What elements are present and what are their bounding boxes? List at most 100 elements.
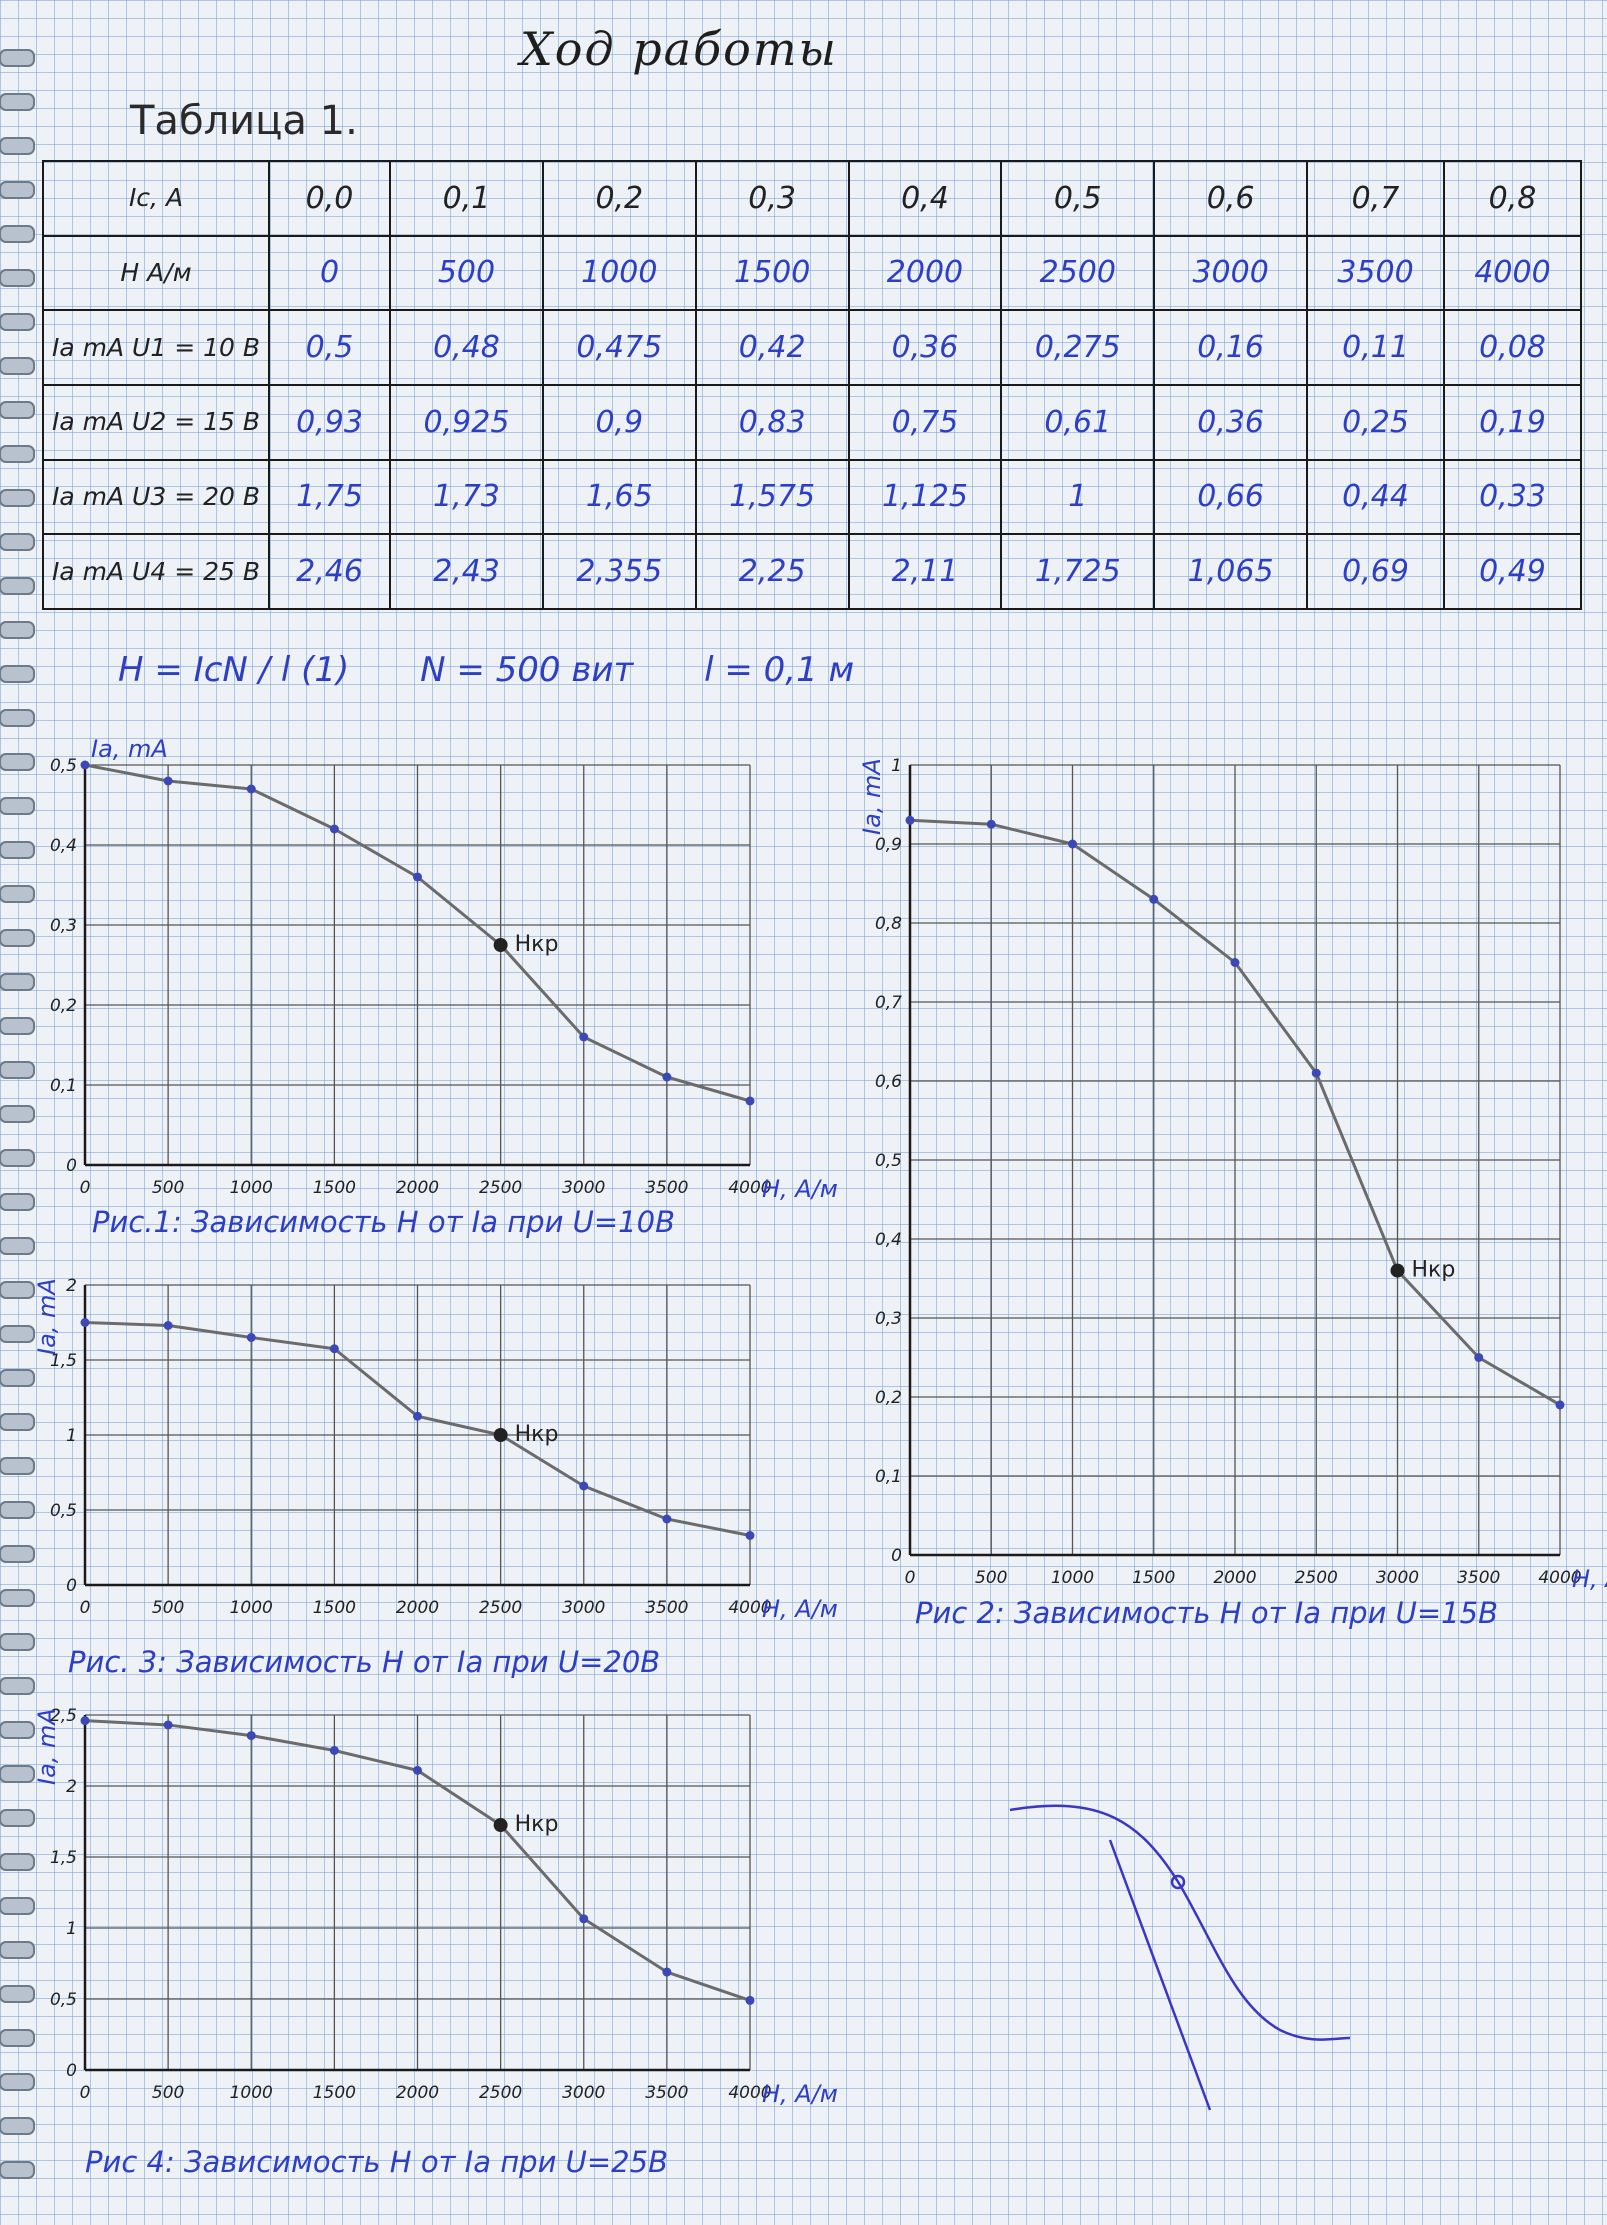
table-row: H A/м 0 500 1000 1500 2000 2500 3000 3500 4000 bbox=[42, 234, 1582, 312]
row-header: Ia mA U1 = 10 B bbox=[42, 309, 270, 386]
spiral-ring bbox=[0, 885, 35, 903]
spiral-ring bbox=[0, 225, 35, 243]
critical-point-label: Hкр bbox=[515, 932, 559, 957]
table-cell: 0,93 bbox=[267, 383, 392, 461]
table-cell: 0,275 bbox=[1000, 309, 1156, 386]
x-axis-label: H, A/м bbox=[762, 2080, 838, 2108]
table-cell: 2,46 bbox=[267, 533, 392, 610]
table-cell: 0,0 bbox=[267, 160, 392, 237]
x-tick-label: 0 bbox=[80, 1178, 91, 1198]
data-point bbox=[413, 1411, 422, 1421]
y-tick-label: 0,8 bbox=[875, 914, 902, 934]
spiral-ring bbox=[0, 1193, 35, 1211]
x-tick-label: 500 bbox=[152, 1598, 184, 1618]
table-cell: 2,355 bbox=[541, 533, 697, 610]
data-point bbox=[329, 824, 339, 834]
spiral-ring bbox=[0, 797, 35, 815]
spiral-ring bbox=[0, 1765, 35, 1783]
table-cell: 1,065 bbox=[1153, 533, 1309, 610]
table-cell: 0,3 bbox=[694, 160, 850, 237]
table-cell: 0,5 bbox=[1000, 160, 1156, 237]
data-point bbox=[579, 1914, 589, 1924]
data-point bbox=[80, 1318, 90, 1327]
table-cell: 0,4 bbox=[847, 160, 1003, 237]
data-point bbox=[1149, 894, 1159, 904]
data-point bbox=[413, 872, 422, 882]
table-cell: 0,5 bbox=[267, 309, 392, 386]
data-point bbox=[662, 1072, 672, 1082]
table-cell: 0,44 bbox=[1306, 458, 1445, 536]
spiral-ring bbox=[0, 93, 35, 111]
table-cell: 0,33 bbox=[1443, 458, 1582, 536]
y-tick-label: 0 bbox=[66, 1576, 77, 1596]
table-row: Ia mA U1 = 10 B 0,5 0,48 0,475 0,42 0,36 0,275… bbox=[42, 309, 1582, 386]
data-table: Ic, A 0,0 0,1 0,2 0,3 0,4 0,5 0,6 0,7 0,8 H A/м 0 50… bbox=[42, 160, 1582, 610]
spiral-ring bbox=[0, 181, 35, 199]
spiral-ring bbox=[0, 357, 35, 375]
x-axis-label: H, A/м bbox=[1572, 1565, 1607, 1593]
x-tick-label: 500 bbox=[152, 2083, 184, 2103]
chart-fig3: 0 500 1000 1500 2000 2500 3000 3500 4000 0 0,5 1 1,5… bbox=[33, 1276, 838, 1623]
table-cell: 2000 bbox=[847, 234, 1003, 312]
y-axis-label: Ia, mA bbox=[33, 1278, 61, 1355]
spiral-ring bbox=[0, 533, 35, 551]
spiral-ring bbox=[0, 1325, 35, 1343]
table-cell: 0,83 bbox=[694, 383, 850, 461]
row-header: Ia mA U3 = 20 B bbox=[42, 458, 270, 536]
y-tick-label: 1 bbox=[891, 756, 902, 776]
data-point bbox=[413, 1765, 422, 1775]
critical-point bbox=[493, 938, 508, 952]
sketch-curve bbox=[1009, 1804, 1351, 2041]
spiral-ring bbox=[0, 2161, 35, 2179]
y-tick-label: 0,3 bbox=[875, 1309, 902, 1329]
table-cell: 0,49 bbox=[1443, 533, 1582, 610]
data-point bbox=[745, 1995, 755, 2005]
y-tick-label: 0,7 bbox=[875, 993, 902, 1013]
critical-point bbox=[493, 1428, 508, 1442]
table-cell: 1000 bbox=[541, 234, 697, 312]
pen-sketch bbox=[1009, 1804, 1351, 2111]
table-cell: 1,73 bbox=[389, 458, 544, 536]
spiral-ring bbox=[0, 1633, 35, 1651]
spiral-ring bbox=[0, 2029, 35, 2047]
table-cell: 0,8 bbox=[1443, 160, 1582, 237]
spiral-ring bbox=[0, 929, 35, 947]
table-cell: 1,725 bbox=[1000, 533, 1156, 610]
y-tick-label: 0,5 bbox=[50, 1990, 77, 2010]
y-tick-label: 0,1 bbox=[875, 1467, 902, 1487]
data-point bbox=[1230, 958, 1240, 967]
table-cell: 0,7 bbox=[1306, 160, 1445, 237]
x-tick-label: 3000 bbox=[1376, 1568, 1419, 1588]
spiral-ring bbox=[0, 1413, 35, 1431]
x-tick-label: 1500 bbox=[313, 2083, 356, 2103]
x-tick-label: 1500 bbox=[313, 1178, 356, 1198]
spiral-ring bbox=[0, 2117, 35, 2135]
caption-fig3: Рис. 3: Зависимость H от Ia при U=20B bbox=[68, 1645, 661, 1679]
row-header: Ia mA U2 = 15 B bbox=[42, 383, 270, 461]
y-tick-label: 1 bbox=[66, 1426, 77, 1446]
spiral-ring bbox=[0, 1237, 35, 1255]
x-tick-label: 1500 bbox=[1132, 1568, 1175, 1588]
table-row: Ia mA U2 = 15 B 0,93 0,925 0,9 0,83 0,75 0,61 0… bbox=[42, 383, 1582, 461]
table-cell: 3000 bbox=[1153, 234, 1309, 312]
table-cell: 0,2 bbox=[541, 160, 697, 237]
table-cell: 4000 bbox=[1443, 234, 1582, 312]
x-tick-label: 500 bbox=[975, 1568, 1007, 1588]
x-tick-label: 3000 bbox=[562, 2083, 605, 2103]
table-cell: 0,475 bbox=[541, 309, 697, 386]
data-point bbox=[662, 1967, 672, 1977]
table-cell: 0,48 bbox=[389, 309, 544, 386]
table-cell: 0,61 bbox=[1000, 383, 1156, 461]
spiral-ring bbox=[0, 1369, 35, 1387]
table-row: Ia mA U4 = 25 B 2,46 2,43 2,355 2,25 2,11 1,72… bbox=[42, 533, 1582, 610]
y-tick-label: 2,5 bbox=[50, 1706, 77, 1726]
data-point bbox=[246, 1731, 256, 1741]
data-point bbox=[745, 1531, 755, 1540]
chart-fig1: 0 500 1000 1500 2000 2500 3000 3500 4000 0 0,1 0,2 0… bbox=[50, 735, 838, 1203]
row-header: H A/м bbox=[42, 234, 270, 312]
spiral-ring bbox=[0, 841, 35, 859]
spiral-ring bbox=[0, 753, 35, 771]
formula-expression: H = IcN / l (1) bbox=[118, 650, 350, 690]
table-row: Ic, A 0,0 0,1 0,2 0,3 0,4 0,5 0,6 0,7 0,8 bbox=[42, 160, 1582, 237]
spiral-ring bbox=[0, 1105, 35, 1123]
